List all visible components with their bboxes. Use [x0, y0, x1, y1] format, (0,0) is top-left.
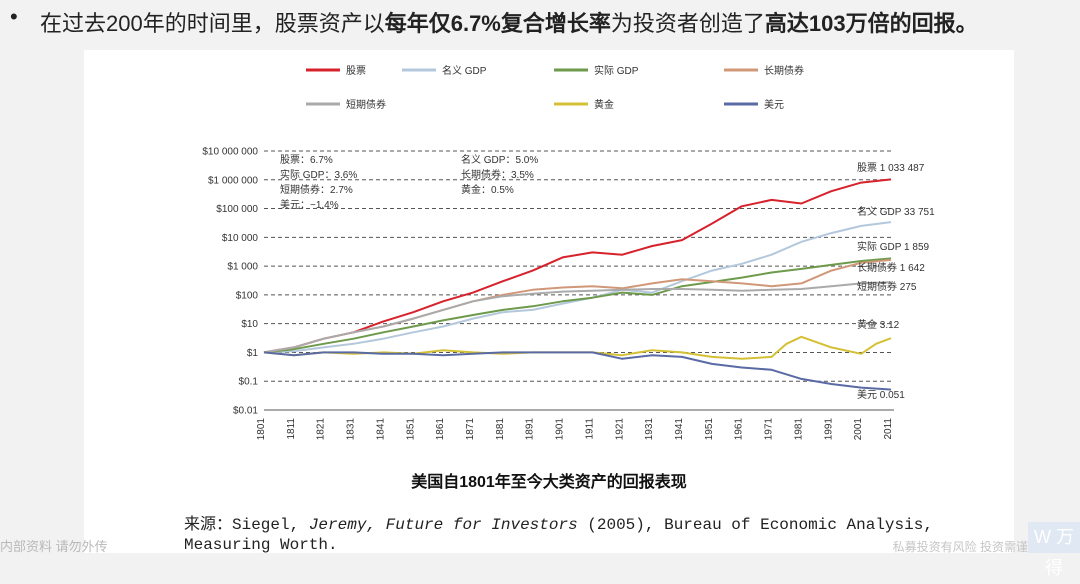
- y-tick-label: $1 000 000: [208, 175, 258, 186]
- headline-row: • 在过去200年的时间里，股票资产以每年仅6.7%复合增长率为投资者创造了高达…: [0, 0, 1080, 40]
- legend-label-2: 实际 GDP: [594, 64, 639, 77]
- series-line-4: [263, 281, 892, 354]
- y-tick-label: $10 000: [222, 233, 259, 244]
- y-tick-label: $0.1: [239, 377, 259, 388]
- x-tick-label: 2011: [883, 418, 894, 440]
- y-tick-label: $10 000 000: [202, 147, 258, 158]
- end-label-6: 美元 0.051: [857, 388, 905, 401]
- y-tick-label: $100: [236, 290, 259, 301]
- bullet-icon: •: [10, 4, 18, 29]
- source-italic: Jeremy, Future for Investors: [308, 516, 578, 534]
- headline: 在过去200年的时间里，股票资产以每年仅6.7%复合增长率为投资者创造了高达10…: [40, 6, 978, 38]
- annotation-mid-0: 名义 GDP：5.0%: [461, 153, 538, 166]
- series-line-5: [263, 335, 892, 360]
- end-label-2: 实际 GDP 1 859: [857, 240, 930, 253]
- wind-logo: W 万得: [1028, 522, 1080, 578]
- series-line-2: [263, 257, 892, 354]
- x-tick-label: 1931: [644, 418, 655, 441]
- annotation-left-3: 美元：−1.4%: [280, 198, 339, 211]
- y-tick-label: $100 000: [216, 204, 258, 215]
- x-tick-label: 1861: [435, 418, 446, 441]
- watermark-left: 内部资料 请勿外传: [0, 539, 108, 554]
- legend-label-4: 短期债券: [346, 98, 386, 111]
- source-prefix: 来源：Siegel,: [184, 516, 309, 534]
- chart: $0.01 $0.1 $1 $10 $100 $1 000 $10 000 $100 000 $…: [202, 64, 935, 441]
- headline-bold1: 每年仅6.7%复合增长率: [384, 11, 611, 36]
- x-tick-label: 1981: [793, 418, 804, 441]
- annotation-left-2: 短期债券：2.7%: [280, 183, 353, 196]
- headline-part1: 在过去200年的时间里，股票资产以: [40, 11, 385, 36]
- headline-bold2: 高达103万倍的回报。: [764, 11, 978, 36]
- annotation-mid-2: 黄金：0.5%: [461, 183, 514, 196]
- end-label-5: 黄金 3.12: [857, 318, 900, 331]
- annotation-mid-1: 长期债券：3.5%: [461, 168, 534, 181]
- annotation-left-1: 实际 GDP：3.6%: [280, 168, 357, 181]
- y-tick-label: $10: [241, 319, 258, 330]
- x-tick-label: 1921: [614, 418, 625, 441]
- x-tick-label: 1821: [316, 418, 327, 441]
- x-tick-label: 1901: [555, 418, 566, 441]
- chart-card: $0.01 $0.1 $1 $10 $100 $1 000 $10 000 $100 000 $…: [84, 50, 1014, 555]
- x-tick-label: 1851: [405, 418, 416, 441]
- source-suffix: (2005), Bureau of Economic Analysis,: [577, 516, 933, 534]
- chart-title: 美国自1801年至今大类资产的回报表现: [411, 474, 687, 491]
- watermark-right: 私募投资有风险 投资需谨慎: [892, 540, 1040, 554]
- x-tick-label: 1841: [375, 418, 386, 441]
- x-tick-label: 1961: [734, 418, 745, 441]
- legend-label-1: 名义 GDP: [442, 64, 487, 77]
- x-tick-label: 1951: [704, 418, 715, 441]
- legend-label-0: 股票: [346, 65, 366, 77]
- legend-label-6: 美元: [764, 98, 784, 111]
- x-tick-label: 1881: [495, 418, 506, 441]
- end-label-1: 名义 GDP 33 751: [857, 205, 935, 218]
- end-label-4: 短期债券 275: [857, 280, 917, 293]
- x-tick-label: 1871: [465, 418, 476, 441]
- x-tick-label: 1891: [525, 418, 536, 441]
- x-tick-label: 1941: [674, 418, 685, 441]
- annotation-left-0: 股票：6.7%: [280, 154, 333, 166]
- legend-label-5: 黄金: [594, 98, 614, 111]
- x-tick-label: 1811: [286, 418, 297, 440]
- x-tick-label: 1801: [256, 418, 267, 441]
- y-tick-label: $0.01: [233, 406, 258, 417]
- series-line-6: [263, 351, 892, 391]
- series-line-1: [263, 221, 892, 354]
- x-tick-label: 1991: [823, 418, 834, 441]
- y-tick-label: $1 000: [227, 262, 258, 273]
- legend-label-3: 长期债券: [764, 64, 804, 77]
- x-tick-label: 1831: [346, 418, 357, 441]
- source-line2: Measuring Worth.: [184, 536, 338, 554]
- headline-part2: 为投资者创造了: [610, 11, 765, 36]
- source-note: 来源：Siegel, Jeremy, Future for Investors …: [184, 515, 984, 555]
- x-tick-label: 1911: [584, 418, 595, 440]
- end-label-3: 长期债券 1 642: [857, 261, 925, 274]
- x-tick-label: 1971: [764, 418, 775, 441]
- y-tick-label: $1: [247, 348, 259, 359]
- series-line-0: [263, 178, 892, 354]
- end-label-0: 股票 1 033 487: [857, 162, 925, 174]
- x-tick-label: 2001: [853, 418, 864, 441]
